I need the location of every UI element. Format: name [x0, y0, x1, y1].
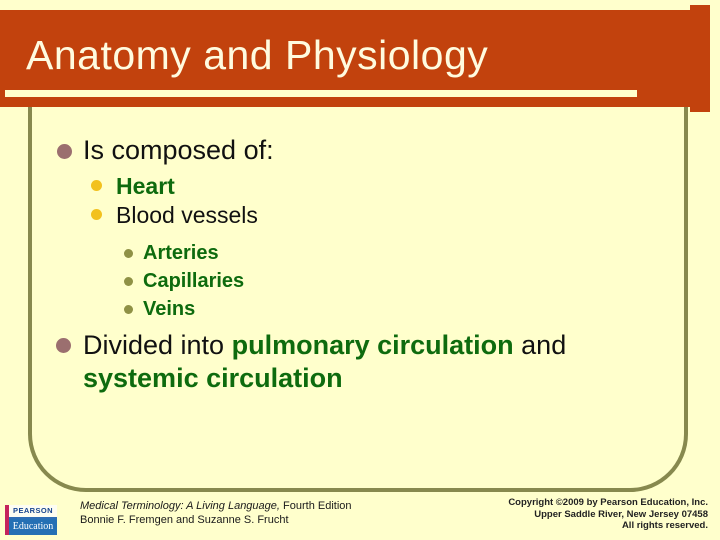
bullet-marker	[124, 277, 133, 286]
bullet-item-intro: Is composed of:	[83, 135, 274, 166]
bullet-marker	[124, 249, 133, 258]
copyright-line: All rights reserved.	[621, 520, 708, 531]
footer-book-edition: Fourth Edition	[279, 500, 352, 512]
bullet-item-arteries: Arteries	[143, 242, 219, 265]
copyright-line: Copyright ©2009 by Pearson Education, In…	[508, 497, 708, 508]
bullet-marker	[91, 180, 102, 191]
footer-copyright: Copyright ©2009 by Pearson Education, In…	[508, 497, 708, 532]
slide-title: Anatomy and Physiology	[26, 32, 489, 78]
copyright-line: Upper Saddle River, New Jersey 07458	[534, 508, 708, 520]
pearson-logo-magenta-strip	[5, 505, 9, 535]
bullet-text-term-systemic: systemic circulation	[83, 363, 343, 393]
pearson-logo-brand: PEARSON	[9, 505, 57, 519]
bullet-text: Veins	[143, 298, 196, 320]
bullet-text: Heart	[116, 173, 175, 199]
pearson-logo: PEARSON Education	[5, 505, 57, 535]
bullet-item-heart: Heart	[116, 173, 175, 200]
bullet-text-plain: and	[513, 330, 567, 360]
bullet-text: Blood vessels	[116, 202, 258, 228]
content-frame-border	[28, 100, 688, 492]
bullet-marker	[57, 144, 72, 159]
pearson-logo-box: PEARSON Education	[9, 505, 57, 535]
bullet-marker	[124, 305, 133, 314]
bullet-item-veins: Veins	[143, 298, 195, 321]
bullet-text: Capillaries	[143, 270, 245, 292]
bullet-text: Arteries	[143, 242, 219, 264]
footer-authors: Bonnie F. Fremgen and Suzanne S. Frucht	[80, 513, 289, 526]
pearson-logo-division: Education	[9, 519, 57, 535]
bullet-text-term-pulmonary: pulmonary circulation	[231, 330, 514, 360]
bullet-text: Is composed of:	[83, 135, 274, 165]
footer-book-title: Medical Terminology: A Living Language,	[80, 500, 280, 512]
bullet-item-blood-vessels: Blood vessels	[116, 202, 258, 229]
title-band: Anatomy and Physiology	[0, 10, 710, 107]
footer-book-info: Medical Terminology: A Living Language, …	[80, 500, 352, 527]
bullet-marker	[91, 209, 102, 220]
bullet-text-plain: Divided into	[83, 330, 232, 360]
bullet-marker	[56, 338, 71, 353]
footer-book-title-line: Medical Terminology: A Living Language, …	[80, 500, 352, 514]
bullet-item-divided: Divided into pulmonary circulation and s…	[83, 329, 623, 395]
bullet-item-capillaries: Capillaries	[143, 270, 244, 293]
title-band-divider-line	[5, 90, 637, 97]
